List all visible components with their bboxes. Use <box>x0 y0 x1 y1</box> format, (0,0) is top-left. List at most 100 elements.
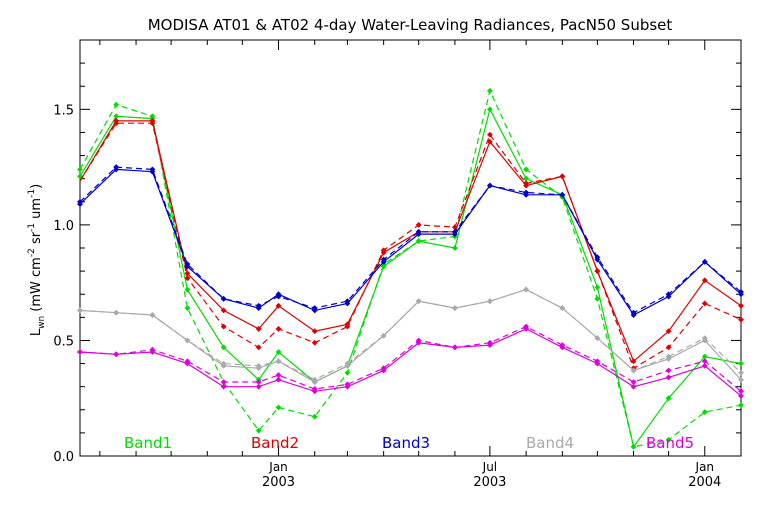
series-band5-point <box>630 383 637 390</box>
series-band3-point <box>451 228 458 235</box>
series-band2-point <box>255 344 262 351</box>
series-band3-point <box>380 256 387 263</box>
series-band3-point <box>184 261 191 268</box>
series-band5-point <box>275 376 282 383</box>
legend-item-band3: Band3 <box>382 434 430 452</box>
y-axis-label-part: -1 <box>27 189 37 198</box>
series-band2-point <box>344 323 351 330</box>
series-band2-point <box>630 358 637 365</box>
chart-title: MODISA AT01 & AT02 4-day Water-Leaving R… <box>148 16 673 34</box>
x-tick-month: Jan <box>695 460 715 474</box>
y-axis-label-part: (mW cm <box>29 257 44 316</box>
series-band1-point <box>255 427 262 434</box>
series-band1-point <box>344 369 351 376</box>
series-band4-point <box>77 307 83 314</box>
series-band2-point <box>559 173 566 180</box>
series-band1-solid-line <box>79 107 742 449</box>
series-band5-point <box>311 386 318 392</box>
series-band4-point <box>486 298 493 305</box>
series-band5-point <box>738 392 744 399</box>
series-band5-point <box>184 358 191 365</box>
series-band5-point <box>559 342 566 348</box>
series-band1-point <box>594 295 601 302</box>
series-band4-point <box>523 286 530 293</box>
series-band2-point <box>665 344 672 351</box>
series-band5 <box>77 323 744 399</box>
series-band3-point <box>415 228 422 235</box>
series-band2-point <box>738 316 744 323</box>
series-band3-point <box>255 302 262 309</box>
y-axis-label-part: ) <box>29 184 44 189</box>
series-band1-dashed-line <box>79 88 742 448</box>
series-band2-point <box>149 120 156 127</box>
y-axis-label-part: -2 <box>27 248 37 257</box>
series-band5-point <box>665 374 672 381</box>
series-band2 <box>79 117 744 372</box>
series-band4-point <box>380 332 387 339</box>
series-band2-point <box>255 325 262 332</box>
series-band3 <box>77 164 744 318</box>
series-band3-point <box>665 291 672 298</box>
series-band2-point <box>380 247 387 254</box>
series-band1-point <box>594 284 601 291</box>
x-tick-year: 2003 <box>262 475 295 490</box>
series-band2-point <box>738 302 744 309</box>
series-band5-point <box>451 344 458 351</box>
series-band3-point <box>594 254 601 261</box>
series-band4-point <box>594 335 601 342</box>
series-band1-point <box>630 443 637 450</box>
series-band3-point <box>738 288 744 295</box>
series-band1-point <box>220 344 227 351</box>
series-band2-point <box>415 221 422 228</box>
series-band4-point <box>113 309 120 316</box>
y-tick-label: 1.0 <box>53 219 74 234</box>
series-band5-point <box>738 388 744 395</box>
series-band5-dashed-line <box>79 325 742 392</box>
y-axis-label-part: sr <box>29 231 44 248</box>
series-band1-point <box>738 402 744 409</box>
series-band4-point <box>275 358 282 365</box>
series-band4-point <box>630 367 637 374</box>
y-axis-label-part: -1 <box>27 223 37 232</box>
series-band1-point <box>415 238 422 244</box>
series-band5-point <box>149 346 156 353</box>
y-axis-label-part: wn <box>37 316 47 329</box>
x-tick-month: Jan <box>268 460 288 474</box>
series-band2-point <box>184 275 191 281</box>
legend-item-band4: Band4 <box>526 434 574 452</box>
series-band2-point <box>275 302 282 309</box>
series-band4-point <box>255 362 262 369</box>
series-band4-point <box>665 353 672 360</box>
series-band2-point <box>594 268 601 275</box>
series-band5-point <box>255 383 262 390</box>
series-band2-point <box>701 300 708 307</box>
series-band3-point <box>113 164 120 171</box>
series-band5-point <box>275 372 282 379</box>
series-band5-solid-line <box>79 328 742 397</box>
series-band2-dashed-line <box>79 122 742 370</box>
series-band3-point <box>77 198 83 205</box>
series-band1-point <box>275 404 282 411</box>
series-band1-point <box>738 360 744 367</box>
y-axis: 0.0 0.5 1.0 1.5 <box>53 39 741 465</box>
series-band1-point <box>486 106 493 113</box>
series-band5-point <box>701 358 708 365</box>
series-band2-solid-line <box>79 120 742 363</box>
series-band2-point <box>220 307 227 314</box>
series-band4-point <box>415 298 422 305</box>
series-band1-point <box>665 436 672 443</box>
series-band4 <box>77 286 744 385</box>
series-band1-point <box>665 395 672 402</box>
series-band2-point <box>311 328 318 335</box>
series-band4-point <box>738 376 744 383</box>
series-band3-solid-line <box>79 168 742 316</box>
series-band4-point <box>344 360 351 367</box>
series-band3-point <box>149 166 156 173</box>
y-tick-label: 1.5 <box>53 103 74 118</box>
series-band5-point <box>344 381 351 388</box>
series-band2-point <box>275 325 282 332</box>
series-band5-point <box>486 339 493 346</box>
series-band2-point <box>486 138 493 145</box>
series-band3-point <box>275 293 282 300</box>
